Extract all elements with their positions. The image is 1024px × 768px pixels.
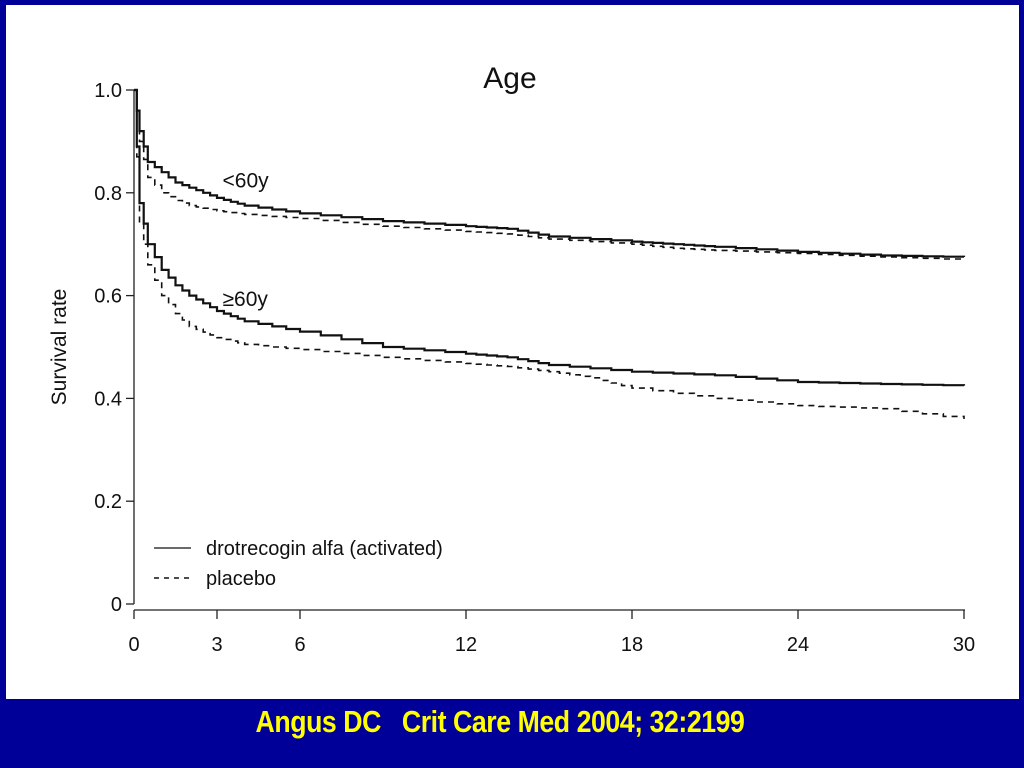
x-tick-label: 3 [211,634,222,656]
citation-text: Angus DC Crit Care Med 2004; 32:2199 [255,704,745,739]
curve-under60-drotrecogin [134,88,966,258]
x-tick-label: 30 [953,634,975,656]
y-axis-label: Survival rate [48,289,71,406]
x-tick-label: 6 [294,634,305,656]
survival-chart: Age Survival rate 0 0.2 0.4 0.6 0.8 1.0 0 3 6 12… [48,62,975,656]
chart-title: Age [483,62,536,95]
chart-panel: Age Survival rate 0 0.2 0.4 0.6 0.8 1.0 0 3 6 12… [6,5,1019,699]
curve-under60-placebo [134,89,965,260]
y-tick-label: 0.8 [94,183,122,205]
legend: drotrecogin alfa (activated) placebo [154,538,443,590]
x-tick-label: 24 [787,634,809,656]
x-tick-label: 0 [128,634,139,656]
axes [133,90,965,611]
y-tick-label: 0.2 [94,491,122,513]
annotation-under-60y: <60y [223,170,270,193]
y-ticks: 0 0.2 0.4 0.6 0.8 1.0 [94,80,134,616]
x-tick-label: 18 [621,634,643,656]
survival-curves [134,88,966,419]
x-tick-label: 12 [455,634,477,656]
y-tick-label: 0.4 [94,388,122,410]
curve-over60-placebo [134,89,965,419]
legend-label-placebo: placebo [206,568,276,590]
annotation-60y-and-over: ≥60y [223,288,269,311]
y-tick-label: 0 [111,594,122,616]
y-tick-label: 0.6 [94,286,122,308]
y-tick-label: 1.0 [94,80,122,102]
legend-label-drotrecogin: drotrecogin alfa (activated) [206,538,443,560]
x-ticks: 0 3 6 12 18 24 30 [128,610,975,656]
curve-annotations: <60y ≥60y [223,170,270,311]
curve-over60-drotrecogin [134,88,966,387]
